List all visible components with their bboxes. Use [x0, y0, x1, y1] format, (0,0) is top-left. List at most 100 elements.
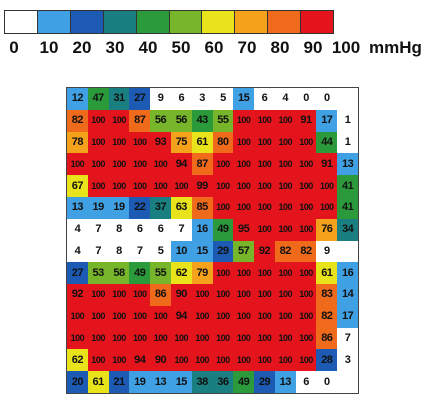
- scale-tick-label: 50: [171, 38, 191, 57]
- heatmap-cell: 100: [295, 196, 317, 219]
- heatmap-cell: 100: [274, 262, 296, 285]
- heatmap-cell: 100: [233, 305, 255, 328]
- heatmap-cell: 100: [274, 349, 296, 372]
- heatmap-cell: 100: [129, 284, 151, 306]
- heatmap-cell: 22: [129, 196, 151, 219]
- heatmap-cell: 67: [67, 175, 88, 197]
- scale-tick-label: 60: [204, 38, 224, 57]
- heatmap-cell: 28: [316, 349, 338, 372]
- heatmap-cell: 100: [170, 349, 192, 372]
- heatmap-cell: 13: [150, 371, 171, 393]
- heatmap-cell: 38: [191, 371, 213, 393]
- heatmap-cell: 100: [295, 175, 317, 197]
- heatmap-cell: 87: [191, 153, 213, 176]
- heatmap-cell: 100: [254, 131, 275, 154]
- heatmap-cell: 100: [274, 327, 296, 350]
- heatmap-cell: 83: [316, 284, 338, 306]
- heatmap-cell: 100: [295, 131, 317, 154]
- heatmap-cell: 15: [170, 371, 192, 393]
- heatmap-cell: 31: [108, 88, 130, 110]
- heatmap-cell: 95: [233, 218, 255, 241]
- scale-swatch-8: [268, 11, 302, 33]
- heatmap-cell: 19: [129, 371, 151, 393]
- heatmap-cell: 53: [87, 262, 109, 285]
- heatmap-cell: 17: [337, 305, 358, 328]
- heatmap-cell: 8: [108, 240, 130, 263]
- heatmap-cell: 85: [191, 196, 213, 219]
- heatmap-cell: 100: [233, 196, 255, 219]
- heatmap-cell: 100: [316, 196, 338, 219]
- heatmap-cell: 37: [150, 196, 171, 219]
- heatmap-cell: 100: [295, 327, 317, 350]
- heatmap-cell: [337, 88, 358, 110]
- color-scale-tick-labels: 0 10 20 30 40 50 60 70 80 90 100: [0, 38, 445, 60]
- heatmap-cell: 100: [87, 175, 109, 197]
- heatmap-cell: 92: [254, 240, 275, 263]
- heatmap-cell: 56: [150, 109, 171, 132]
- heatmap-cell: 100: [212, 327, 234, 350]
- heatmap-cell: 58: [108, 262, 130, 285]
- heatmap-cell: [337, 240, 358, 263]
- heatmap-cell: 86: [316, 327, 338, 350]
- heatmap-cell: 100: [108, 284, 130, 306]
- scale-swatch-0: [5, 11, 38, 33]
- heatmap-cell: 100: [87, 131, 109, 154]
- heatmap-cell: 6: [295, 371, 317, 393]
- heatmap-cell: 100: [233, 284, 255, 306]
- heatmap-cell: 27: [67, 262, 88, 285]
- heatmap-cell: 3: [191, 88, 213, 110]
- heatmap-cell: 47: [87, 88, 109, 110]
- heatmap-cell: 91: [316, 153, 338, 176]
- heatmap-cell: 100: [67, 305, 88, 328]
- heatmap-cell: 100: [254, 305, 275, 328]
- heatmap-cell: 100: [274, 305, 296, 328]
- heatmap-cell: 100: [150, 305, 171, 328]
- scale-tick-label: 20: [72, 38, 92, 57]
- heatmap-cell: 100: [87, 109, 109, 132]
- scale-swatch-1: [37, 11, 71, 33]
- heatmap-cell: 57: [233, 240, 255, 263]
- heatmap-cell: 100: [129, 327, 151, 350]
- scale-swatch-5: [169, 11, 203, 33]
- heatmap-cell: 82: [316, 305, 338, 328]
- heatmap-cell: 100: [67, 153, 88, 176]
- heatmap-cell: 82: [295, 240, 317, 263]
- heatmap-cell: 100: [233, 131, 255, 154]
- heatmap-cell: 15: [191, 240, 213, 263]
- scale-swatch-7: [235, 11, 269, 33]
- heatmap-cell: 100: [254, 262, 275, 285]
- heatmap-cell: 7: [87, 240, 109, 263]
- scale-swatch-3: [103, 11, 137, 33]
- heatmap-cell: 29: [212, 240, 234, 263]
- heatmap-cell: 6: [170, 88, 192, 110]
- heatmap-cell: 100: [254, 196, 275, 219]
- heatmap-cell: 100: [233, 109, 255, 132]
- heatmap-cell: 100: [212, 305, 234, 328]
- heatmap-cell: 7: [170, 218, 192, 241]
- heatmap-cell: 100: [274, 284, 296, 306]
- heatmap-cell: 76: [316, 218, 338, 241]
- heatmap-cell: 100: [150, 327, 171, 350]
- heatmap-cell: 44: [316, 131, 338, 154]
- heatmap-cell: 7: [337, 327, 358, 350]
- heatmap-cell: 100: [170, 327, 192, 350]
- scale-tick-label: 70: [237, 38, 257, 57]
- heatmap-cell: 100: [191, 305, 213, 328]
- scale-tick-label: 100: [331, 38, 361, 57]
- heatmap-cell: 27: [129, 88, 151, 110]
- heatmap-cell: 100: [129, 175, 151, 197]
- heatmap-cell: 94: [170, 305, 192, 328]
- heatmap-cell: 92: [67, 284, 88, 306]
- scale-tick-label: 40: [138, 38, 158, 57]
- heatmap-cell: 41: [337, 175, 358, 197]
- heatmap-cell: 55: [212, 109, 234, 132]
- heatmap-cell: 94: [129, 349, 151, 372]
- heatmap-cell: 100: [295, 349, 317, 372]
- scale-tick-label: 30: [105, 38, 125, 57]
- heatmap-cell: 93: [150, 131, 171, 154]
- scale-swatch-2: [70, 11, 104, 33]
- heatmap-cell: 94: [170, 153, 192, 176]
- heatmap-cell: 62: [67, 349, 88, 372]
- heatmap-cell: 75: [170, 131, 192, 154]
- heatmap-cell: 100: [212, 196, 234, 219]
